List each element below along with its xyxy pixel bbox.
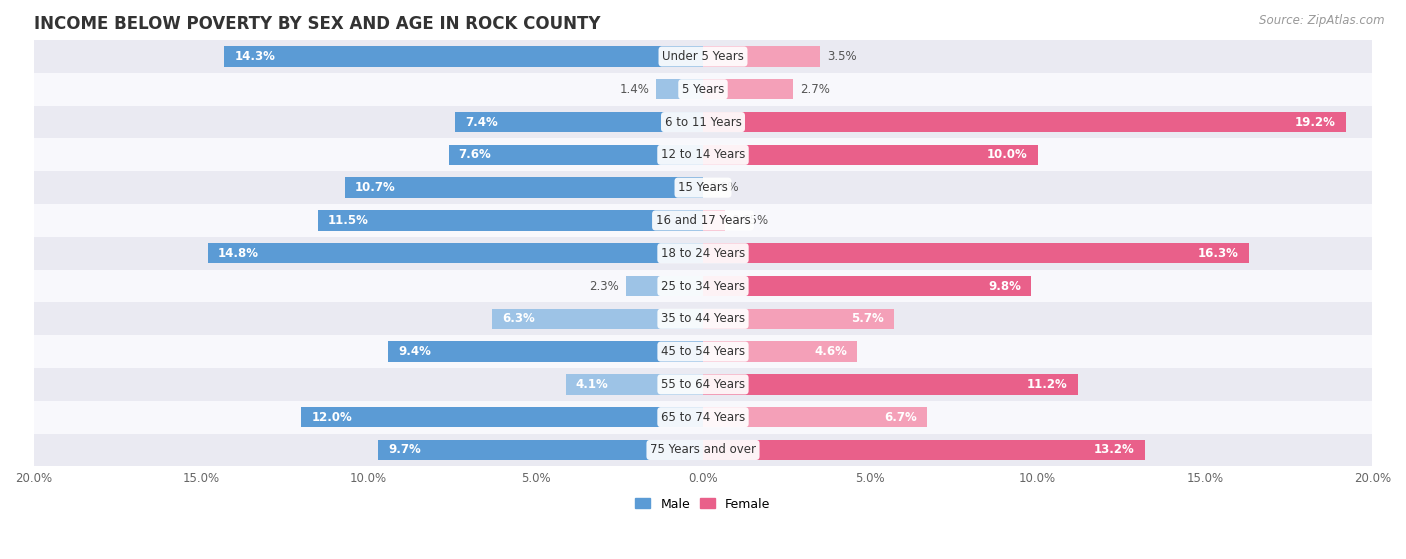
Bar (208, 243, 703, 263)
Text: 7.4%: 7.4% (465, 116, 498, 129)
Bar (34, 368, 1372, 401)
Bar (703, 145, 1038, 165)
Bar (344, 178, 703, 198)
Text: 9.4%: 9.4% (398, 345, 432, 358)
Bar (225, 46, 703, 67)
Bar (388, 342, 703, 362)
Bar (34, 204, 1372, 237)
Text: 6 to 11 Years: 6 to 11 Years (665, 116, 741, 129)
Text: 10.7%: 10.7% (354, 181, 395, 194)
Text: 6.3%: 6.3% (502, 312, 534, 325)
Bar (703, 342, 858, 362)
Text: 0.65%: 0.65% (731, 214, 769, 227)
Bar (301, 407, 703, 427)
Bar (703, 210, 724, 231)
Text: 12 to 14 Years: 12 to 14 Years (661, 148, 745, 162)
Bar (449, 145, 703, 165)
Text: 15 Years: 15 Years (678, 181, 728, 194)
Text: 4.1%: 4.1% (576, 378, 609, 391)
Bar (34, 401, 1372, 434)
Text: Source: ZipAtlas.com: Source: ZipAtlas.com (1260, 14, 1385, 27)
Bar (703, 243, 1249, 263)
Text: 6.7%: 6.7% (884, 411, 917, 424)
Bar (703, 79, 793, 100)
Bar (703, 374, 1078, 395)
Bar (34, 302, 1372, 335)
Text: INCOME BELOW POVERTY BY SEX AND AGE IN ROCK COUNTY: INCOME BELOW POVERTY BY SEX AND AGE IN R… (34, 15, 600, 33)
Text: 5.7%: 5.7% (851, 312, 884, 325)
Text: 11.5%: 11.5% (328, 214, 368, 227)
Text: 55 to 64 Years: 55 to 64 Years (661, 378, 745, 391)
Text: 14.8%: 14.8% (218, 247, 259, 260)
Bar (378, 440, 703, 460)
Bar (703, 112, 1346, 132)
Legend: Male, Female: Male, Female (630, 492, 776, 515)
Text: 0.0%: 0.0% (710, 181, 740, 194)
Bar (703, 440, 1144, 460)
Text: 9.7%: 9.7% (388, 443, 422, 457)
Bar (703, 46, 820, 67)
Bar (626, 276, 703, 296)
Bar (703, 309, 894, 329)
Bar (565, 374, 703, 395)
Bar (34, 106, 1372, 139)
Text: 11.2%: 11.2% (1028, 378, 1067, 391)
Bar (703, 407, 928, 427)
Text: 65 to 74 Years: 65 to 74 Years (661, 411, 745, 424)
Bar (34, 139, 1372, 171)
Text: 3.5%: 3.5% (827, 50, 856, 63)
Text: 7.6%: 7.6% (458, 148, 492, 162)
Text: 16 and 17 Years: 16 and 17 Years (655, 214, 751, 227)
Text: 25 to 34 Years: 25 to 34 Years (661, 280, 745, 292)
Text: 18 to 24 Years: 18 to 24 Years (661, 247, 745, 260)
Bar (34, 171, 1372, 204)
Bar (318, 210, 703, 231)
Bar (34, 40, 1372, 73)
Bar (34, 269, 1372, 302)
Text: 14.3%: 14.3% (235, 50, 276, 63)
Text: 19.2%: 19.2% (1295, 116, 1336, 129)
Text: 9.8%: 9.8% (988, 280, 1021, 292)
Bar (34, 73, 1372, 106)
Text: 12.0%: 12.0% (311, 411, 352, 424)
Text: 13.2%: 13.2% (1094, 443, 1135, 457)
Bar (657, 79, 703, 100)
Bar (456, 112, 703, 132)
Text: 2.3%: 2.3% (589, 280, 619, 292)
Text: Under 5 Years: Under 5 Years (662, 50, 744, 63)
Bar (703, 276, 1031, 296)
Bar (34, 335, 1372, 368)
Text: 75 Years and over: 75 Years and over (650, 443, 756, 457)
Bar (492, 309, 703, 329)
Text: 45 to 54 Years: 45 to 54 Years (661, 345, 745, 358)
Text: 10.0%: 10.0% (987, 148, 1028, 162)
Text: 16.3%: 16.3% (1198, 247, 1239, 260)
Bar (34, 237, 1372, 269)
Bar (34, 434, 1372, 466)
Text: 5 Years: 5 Years (682, 83, 724, 96)
Text: 35 to 44 Years: 35 to 44 Years (661, 312, 745, 325)
Text: 2.7%: 2.7% (800, 83, 830, 96)
Text: 1.4%: 1.4% (620, 83, 650, 96)
Text: 4.6%: 4.6% (814, 345, 846, 358)
